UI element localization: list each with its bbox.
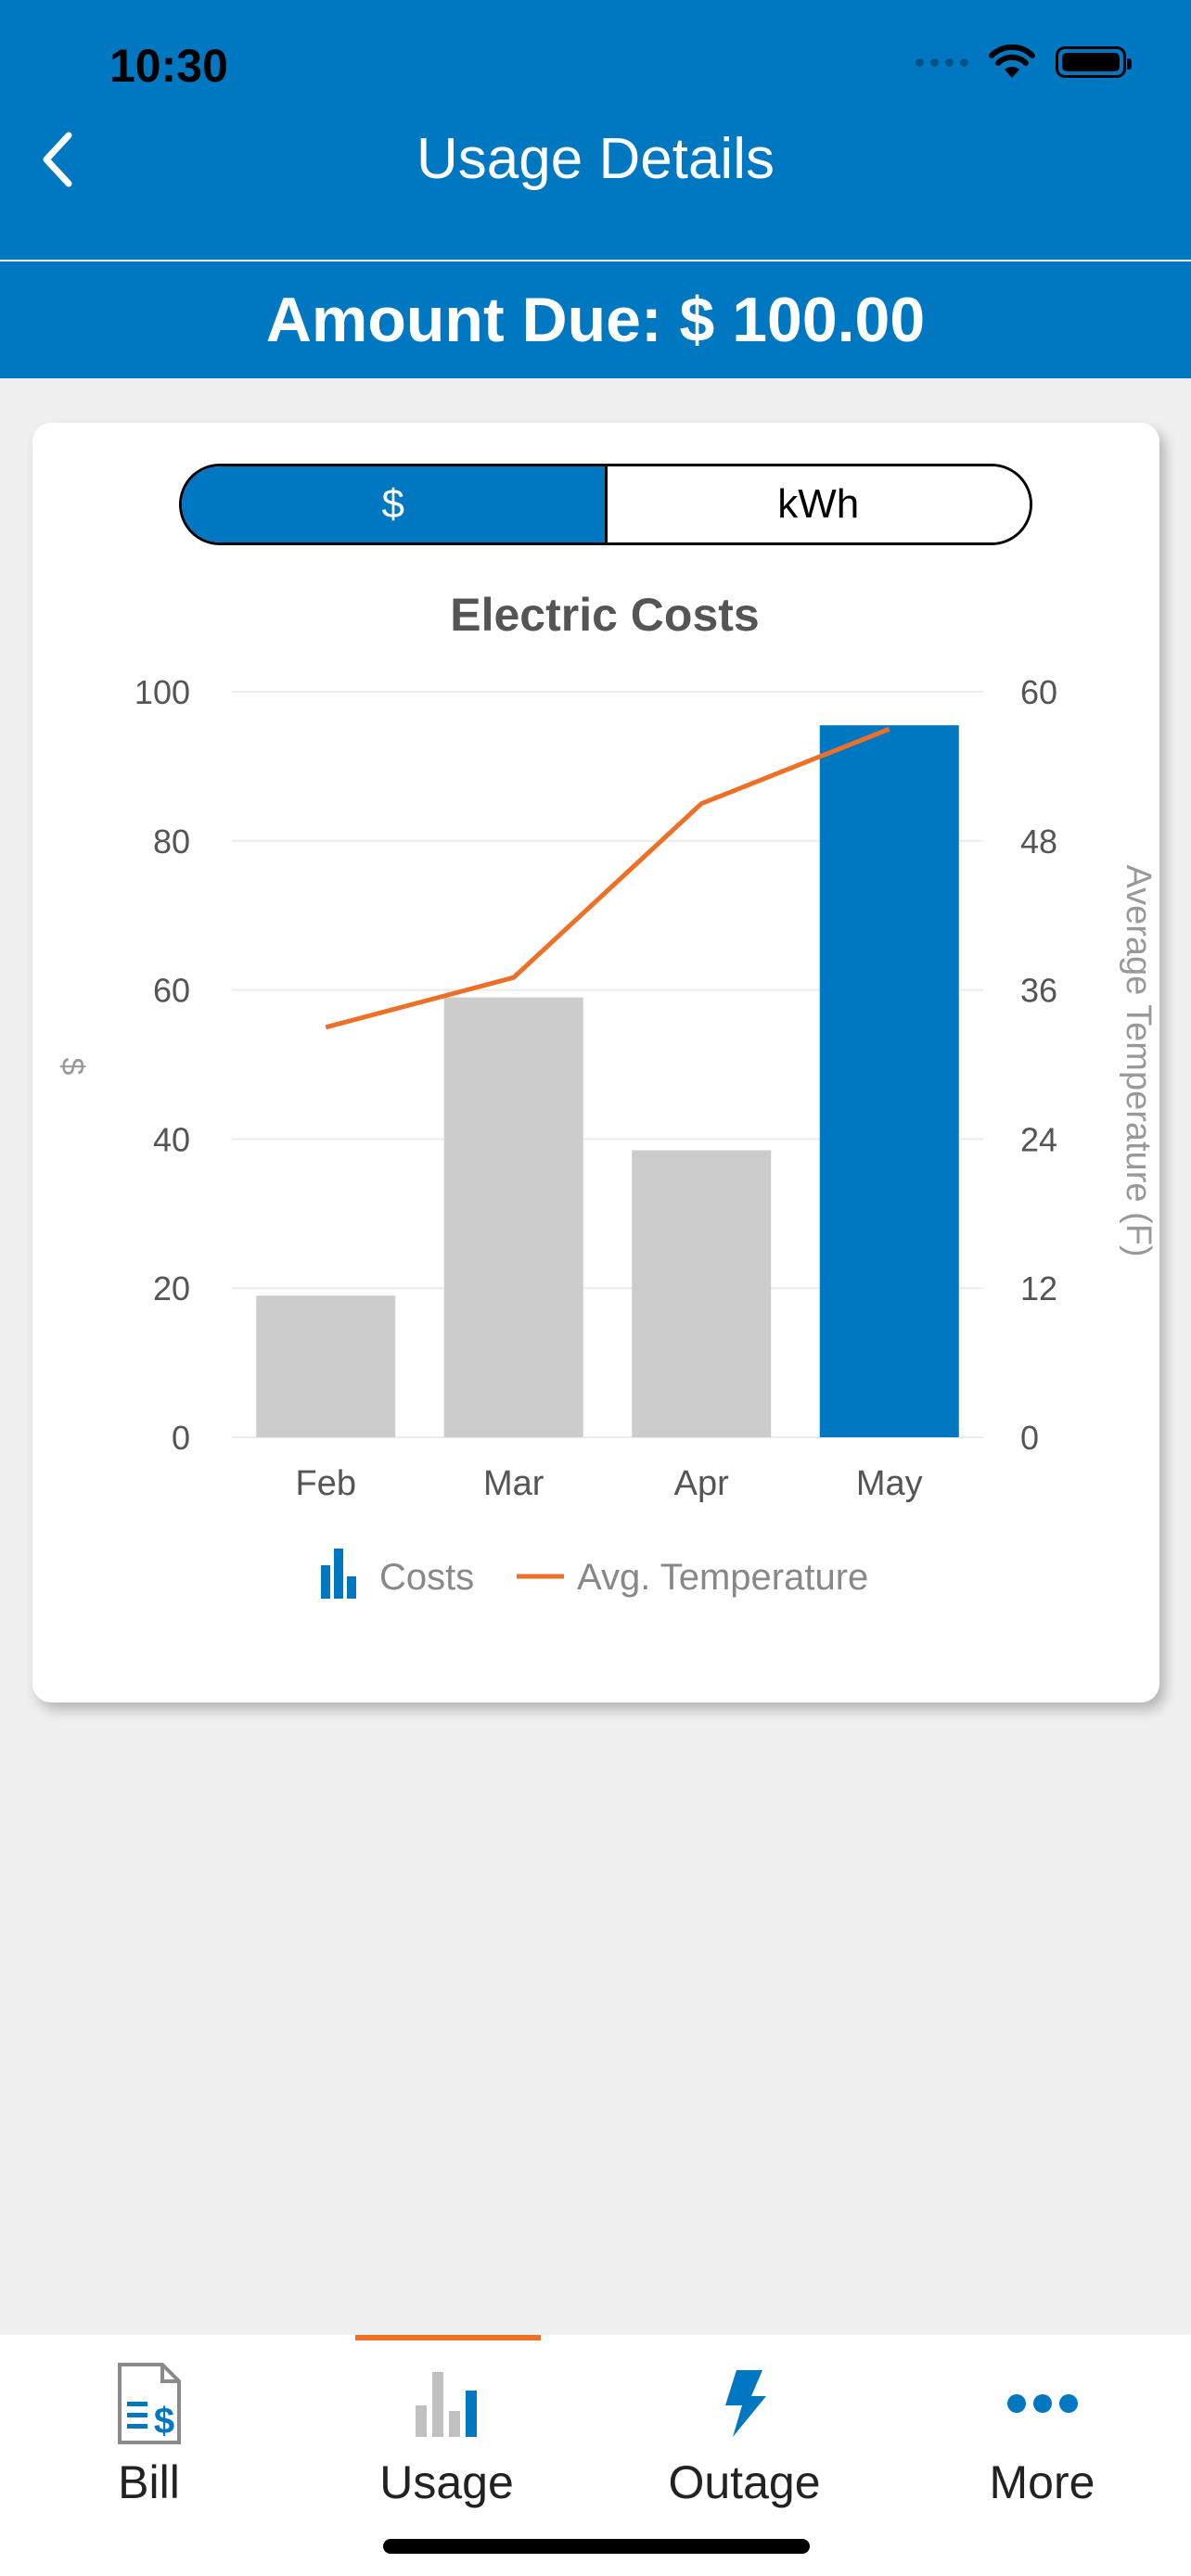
y2-tick-label: 12	[1020, 1269, 1057, 1307]
toggle-dollar[interactable]: $	[182, 466, 608, 542]
svg-text:$: $	[153, 2401, 173, 2442]
tab-more[interactable]: More	[893, 2335, 1191, 2520]
tab-bar: $ Bill Usage Outage	[0, 2335, 1191, 2576]
tab-bill-label: Bill	[118, 2456, 180, 2508]
page-title: Usage Details	[416, 127, 775, 191]
x-tick-label: May	[856, 1464, 923, 1503]
tab-outage-label: Outage	[668, 2456, 821, 2508]
cellular-signal-icon	[916, 57, 968, 67]
usage-chart-card: $ kWh Electric Costs 0 20 40 60 80 100 0 12 24 3…	[32, 423, 1159, 1702]
y-axis-label: $	[55, 1058, 90, 1076]
usage-icon	[415, 2372, 477, 2437]
bar-may[interactable]	[819, 725, 959, 1437]
toggle-kwh[interactable]: kWh	[607, 466, 1030, 542]
y-tick-label: 60	[153, 972, 190, 1010]
y2-tick-label: 36	[1020, 972, 1057, 1010]
y2-axis-label: Average Temperature (F)	[1119, 864, 1158, 1256]
status-icons	[916, 45, 1132, 80]
wifi-icon	[989, 45, 1035, 78]
back-button[interactable]	[20, 122, 95, 197]
x-tick-label: Apr	[674, 1464, 729, 1503]
legend-costs-icon	[321, 1549, 356, 1599]
amount-due: Amount Due: $ 100.00	[0, 261, 1191, 378]
tab-bill[interactable]: $ Bill	[0, 2335, 298, 2520]
header: 10:30 Usage Details	[0, 0, 1191, 260]
active-tab-indicator	[355, 2335, 541, 2340]
y-tick-label: 20	[153, 1269, 190, 1307]
legend-temperature-label: Avg. Temperature	[577, 1557, 868, 1598]
chart-legend: Costs Avg. Temperature	[321, 1549, 868, 1599]
x-tick-label: Mar	[483, 1464, 544, 1503]
tab-usage-label: Usage	[379, 2456, 514, 2508]
tab-usage[interactable]: Usage	[298, 2335, 596, 2520]
bill-icon: $	[117, 2363, 181, 2444]
battery-icon	[1056, 46, 1132, 78]
y2-tick-label: 60	[1020, 673, 1057, 711]
y2-tick-label: 48	[1020, 823, 1057, 861]
bar-feb[interactable]	[256, 1295, 396, 1437]
y2-tick-label: 0	[1020, 1419, 1039, 1457]
y-tick-label: 0	[172, 1419, 190, 1457]
legend-costs-label: Costs	[379, 1557, 474, 1598]
unit-toggle: $ kWh	[179, 464, 1032, 545]
y-tick-label: 100	[134, 673, 190, 711]
bar-apr[interactable]	[632, 1150, 772, 1437]
tab-outage[interactable]: Outage	[596, 2335, 893, 2520]
nav-bar: Usage Details	[0, 104, 1191, 215]
x-tick-label: Feb	[296, 1464, 356, 1503]
tab-more-label: More	[989, 2456, 1095, 2508]
more-icon	[1006, 2394, 1078, 2413]
chart-title: Electric Costs	[450, 589, 759, 641]
home-indicator	[383, 2539, 810, 2554]
chevron-left-icon	[43, 132, 72, 187]
y-tick-label: 40	[153, 1120, 190, 1158]
status-time: 10:30	[109, 40, 228, 92]
temperature-line	[325, 726, 890, 1030]
y2-tick-label: 24	[1020, 1120, 1057, 1158]
outage-icon	[724, 2370, 766, 2437]
y-tick-label: 80	[153, 823, 190, 861]
bar-mar[interactable]	[443, 997, 583, 1437]
